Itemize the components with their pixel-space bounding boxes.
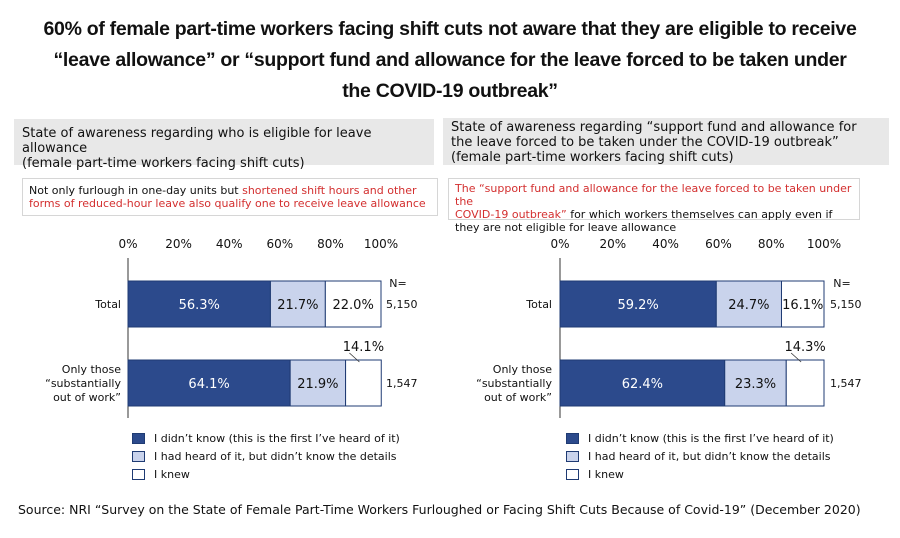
data-label: 22.0% xyxy=(333,298,374,313)
left-note-text: Not only furlough in one-day units but xyxy=(29,184,243,197)
category-label: “substantially xyxy=(45,377,121,390)
bar-segment xyxy=(269,280,326,328)
right-note-highlight: The “support fund and allowance for the … xyxy=(455,182,852,208)
category-label: out of work” xyxy=(53,391,121,404)
category-label: “substantially xyxy=(476,377,552,390)
bar-segment xyxy=(559,280,717,328)
legend-swatch xyxy=(132,433,145,444)
right-heading-line-3: (female part-time workers facing shift c… xyxy=(451,150,734,165)
n-header: N= xyxy=(833,277,850,290)
category-label: out of work” xyxy=(484,391,552,404)
n-value: 1,547 xyxy=(830,377,862,390)
n-value: 5,150 xyxy=(386,298,418,311)
x-tick-label: 60% xyxy=(705,237,732,251)
n-value: 5,150 xyxy=(830,298,862,311)
x-tick-label: 0% xyxy=(118,237,137,251)
left-panel-heading: State of awareness regarding who is elig… xyxy=(14,119,434,171)
left-note-box: Not only furlough in one-day units but s… xyxy=(22,178,438,216)
legend-label: I didn’t know (this is the first I’ve he… xyxy=(588,432,834,445)
legend-label: I had heard of it, but didn’t know the d… xyxy=(588,450,831,463)
bar-segment xyxy=(559,359,726,407)
title-line-2: “leave allowance” or “support fund and a… xyxy=(53,49,847,71)
x-tick-label: 20% xyxy=(599,237,626,251)
data-label: 14.1% xyxy=(343,340,384,355)
bar-segment xyxy=(345,359,382,407)
x-tick-label: 80% xyxy=(758,237,785,251)
right-note-text-2: they are not eligible for leave allowanc… xyxy=(455,221,677,234)
data-label: 23.3% xyxy=(735,377,776,392)
leader-line xyxy=(349,352,360,363)
data-label: 62.4% xyxy=(622,377,663,392)
legend-swatch xyxy=(132,469,145,480)
data-label: 16.1% xyxy=(782,298,823,313)
legend-swatch xyxy=(566,469,579,480)
x-tick-label: 60% xyxy=(266,237,293,251)
right-panel-heading: State of awareness regarding “support fu… xyxy=(443,118,889,165)
bar-segment xyxy=(780,280,825,328)
bar-segment xyxy=(724,359,787,407)
right-note-text: for which workers themselves can apply e… xyxy=(566,208,833,221)
n-header: N= xyxy=(389,277,406,290)
x-tick-label: 80% xyxy=(317,237,344,251)
bar-segment xyxy=(127,280,271,328)
chart-title: 60% of female part-time workers facing s… xyxy=(0,14,900,107)
left-heading-line-2: (female part-time workers facing shift c… xyxy=(22,156,305,171)
leader-line xyxy=(790,352,802,363)
legend-swatch xyxy=(566,433,579,444)
data-label: 56.3% xyxy=(179,298,220,313)
title-line-1: 60% of female part-time workers facing s… xyxy=(43,18,857,40)
x-tick-label: 20% xyxy=(165,237,192,251)
right-note-box: The “support fund and allowance for the … xyxy=(448,178,860,234)
n-value: 1,547 xyxy=(386,377,418,390)
category-label: Total xyxy=(525,298,552,311)
bar-segment xyxy=(785,359,825,407)
legend-label: I had heard of it, but didn’t know the d… xyxy=(154,450,397,463)
source-note: Source: NRI “Survey on the State of Fema… xyxy=(18,502,861,517)
right-note-highlight-2: COVID-19 outbreak” xyxy=(455,208,567,221)
category-label: Only those xyxy=(62,363,121,376)
data-label: 59.2% xyxy=(617,298,658,313)
right-heading-line-2: the leave forced to be taken under the C… xyxy=(451,135,839,150)
bar-segment xyxy=(127,359,291,407)
x-tick-label: 40% xyxy=(216,237,243,251)
legend-label: I knew xyxy=(154,468,190,481)
category-label: Only those xyxy=(493,363,552,376)
bar-segment xyxy=(715,280,782,328)
left-note-highlight: shortened shift hours and other xyxy=(242,184,417,197)
data-label: 64.1% xyxy=(188,377,229,392)
x-tick-label: 100% xyxy=(807,237,841,251)
bar-segment xyxy=(324,280,382,328)
legend-swatch xyxy=(566,451,579,462)
bar-segment xyxy=(289,359,347,407)
x-tick-label: 0% xyxy=(550,237,569,251)
x-tick-label: 100% xyxy=(364,237,398,251)
left-heading-line-1: State of awareness regarding who is elig… xyxy=(22,126,372,156)
x-tick-label: 40% xyxy=(652,237,679,251)
category-label: Total xyxy=(94,298,121,311)
data-label: 21.7% xyxy=(277,298,318,313)
data-label: 21.9% xyxy=(297,377,338,392)
right-heading-line-1: State of awareness regarding “support fu… xyxy=(451,120,857,135)
left-note-highlight-2: forms of reduced-hour leave also qualify… xyxy=(29,197,426,210)
legend-swatch xyxy=(132,451,145,462)
legend-label: I didn’t know (this is the first I’ve he… xyxy=(154,432,400,445)
legend-label: I knew xyxy=(588,468,624,481)
title-line-3: the COVID-19 outbreak” xyxy=(342,80,558,102)
data-label: 24.7% xyxy=(728,298,769,313)
data-label: 14.3% xyxy=(784,340,825,355)
